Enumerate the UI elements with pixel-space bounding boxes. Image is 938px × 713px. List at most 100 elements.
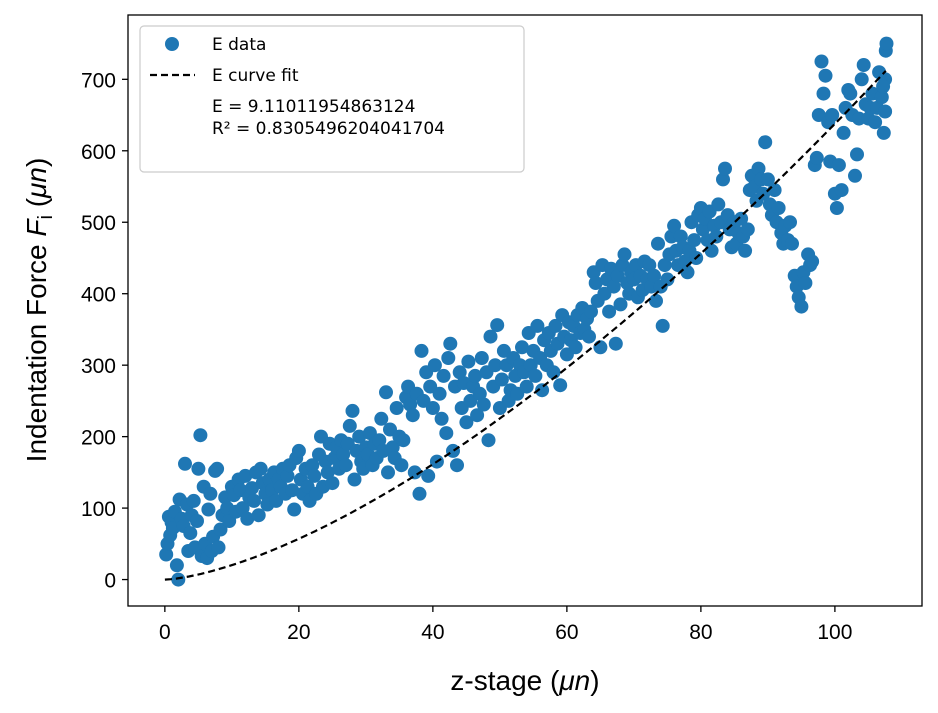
data-point [211, 540, 226, 555]
data-point [178, 456, 192, 471]
data-point [716, 172, 730, 187]
data-point [432, 386, 447, 401]
data-point [673, 229, 688, 244]
data-point [381, 465, 395, 480]
data-point [253, 461, 268, 476]
y-tick-label: 600 [81, 141, 116, 164]
data-point [183, 526, 198, 541]
data-point [647, 268, 661, 283]
data-point [856, 58, 871, 72]
data-point [879, 36, 894, 51]
data-point [247, 493, 261, 508]
data-point [476, 397, 491, 412]
data-point [535, 383, 550, 398]
data-point [695, 222, 710, 237]
data-point [818, 68, 833, 83]
data-point [548, 318, 563, 333]
data-point [704, 243, 719, 258]
data-point [336, 447, 351, 462]
data-point [874, 90, 889, 105]
legend-box [139, 25, 525, 173]
data-point [593, 340, 608, 355]
x-tick-label: 100 [817, 621, 852, 644]
data-point [651, 236, 665, 251]
data-point [441, 351, 456, 365]
data-point [372, 433, 387, 448]
data-point [320, 465, 335, 480]
data-point [687, 233, 702, 248]
data-point [825, 108, 840, 122]
data-point [470, 408, 485, 423]
data-point [878, 104, 893, 119]
data-point [280, 468, 295, 483]
data-point [718, 161, 732, 176]
y-tick-label: 0 [104, 570, 116, 593]
data-point [805, 254, 820, 269]
data-point [519, 379, 534, 394]
data-point [582, 329, 596, 344]
data-point [347, 472, 362, 487]
data-point [794, 299, 809, 314]
data-point [191, 461, 206, 476]
data-point [414, 343, 429, 358]
fit-curve-line [164, 70, 887, 581]
data-point [608, 336, 623, 351]
data-point [171, 572, 186, 587]
y-tick-label: 700 [81, 69, 116, 92]
data-point [657, 258, 672, 273]
data-point [459, 415, 474, 430]
data-point [240, 511, 255, 526]
data-point [584, 304, 598, 319]
data-point [203, 486, 218, 501]
x-axis: 0 20 40 60 80 100 [159, 606, 852, 644]
x-axis-unit: μn [558, 665, 590, 696]
data-point [407, 465, 422, 480]
data-point [553, 378, 568, 393]
data-point [193, 428, 208, 443]
y-tick-label: 100 [81, 498, 116, 521]
data-point [738, 243, 753, 258]
data-point [307, 468, 322, 483]
data-point [814, 54, 829, 69]
data-point [617, 247, 632, 262]
data-point [816, 86, 831, 101]
data-point [568, 340, 583, 355]
data-point [798, 276, 813, 290]
y-axis-unit: μn [21, 167, 52, 199]
data-point [159, 547, 174, 562]
data-point [385, 440, 400, 455]
data-point [325, 476, 340, 491]
data-point [238, 468, 253, 483]
data-point [379, 385, 393, 400]
data-point [450, 458, 464, 473]
data-point [602, 304, 617, 319]
data-point [667, 218, 682, 233]
data-point [588, 276, 603, 290]
data-point [758, 135, 773, 150]
data-point [642, 258, 657, 273]
data-point [771, 201, 786, 215]
legend-annotation-e-value: E = 9.11011954863124 [212, 97, 415, 117]
data-point [613, 297, 628, 312]
data-point [446, 443, 460, 458]
data-point [461, 354, 476, 369]
data-point [655, 318, 670, 333]
data-point [528, 368, 543, 383]
data-point [876, 79, 891, 94]
data-point [490, 318, 505, 333]
legend-label-e-data: E data [212, 35, 266, 55]
data-point [709, 229, 724, 244]
y-tick-label: 300 [81, 355, 116, 378]
x-tick-label: 80 [689, 621, 712, 644]
data-point [389, 401, 404, 415]
data-point [488, 358, 503, 373]
data-point [427, 358, 442, 373]
data-point [201, 502, 216, 517]
data-point [443, 336, 458, 351]
y-tick-label: 500 [81, 212, 116, 235]
data-point [850, 147, 864, 162]
data-point [403, 397, 418, 412]
data-point [829, 201, 844, 215]
data-point [483, 329, 498, 344]
